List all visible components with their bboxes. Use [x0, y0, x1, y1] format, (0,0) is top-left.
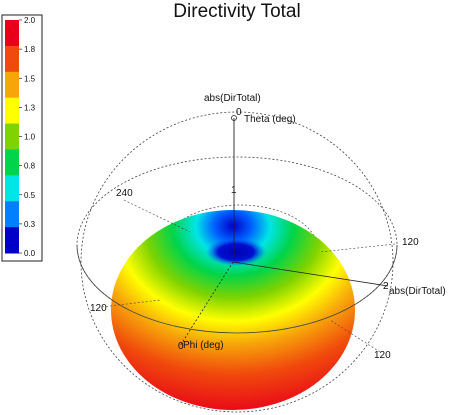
colorbar-tick-label: 1.8	[24, 45, 36, 54]
colorbar-segment	[5, 71, 19, 99]
colorbar-segment	[5, 97, 19, 125]
z-axis-label: abs(DirTotal)	[204, 93, 261, 104]
colorbar-segment	[5, 227, 19, 254]
theta-axis-label: Theta (deg)	[244, 114, 296, 125]
colorbar-tick-label: 1.5	[24, 74, 36, 83]
tick-line-2	[123, 199, 191, 233]
colorbar-tick-label: 0.5	[24, 191, 36, 200]
colorbar-segment	[5, 149, 19, 176]
angle-tick-120-bottom: 120	[374, 350, 391, 361]
colorbar: 2.0 1.8 1.5 1.3 1.0 0.8 0.5 0.3 0.0	[1, 14, 43, 262]
phi-tick-0: 0	[178, 341, 184, 352]
colorbar-tick-label: 1.0	[24, 133, 36, 142]
colorbar-tick-label: 0.3	[24, 220, 36, 229]
chart-title: Directivity Total	[173, 1, 301, 22]
outer-sphere-guide	[80, 111, 394, 413]
z-top-marker	[231, 115, 237, 121]
colorbar-tick-label: 0.8	[24, 162, 36, 171]
colorbar-tick-label: 1.3	[24, 103, 36, 112]
null-region	[206, 238, 266, 266]
pattern-surface	[111, 210, 355, 410]
angle-tick-120-left: 120	[90, 303, 107, 314]
tick-line-3	[101, 299, 161, 308]
radial-axis-label: abs(DirTotal)	[389, 286, 446, 297]
tick-line-4	[329, 319, 381, 353]
radial-axis	[232, 261, 389, 287]
colorbar-tick-label: 0.0	[24, 249, 36, 258]
z-tick-0: 0	[236, 107, 242, 118]
phi-axis	[179, 261, 234, 347]
colorbar-segment	[5, 45, 19, 73]
z-tick-1: 1	[231, 185, 237, 196]
equator-circle-near	[76, 244, 398, 334]
colorbar-segment	[5, 123, 19, 150]
colorbar-segment	[5, 20, 19, 47]
z-tick-2: 2	[383, 281, 389, 292]
colorbar-segment	[5, 201, 19, 228]
tick-line-1	[319, 243, 396, 253]
colorbar-tick-label: 2.0	[24, 16, 36, 25]
angle-tick-240: 240	[116, 188, 133, 199]
colorbar-segment	[5, 175, 19, 202]
angle-tick-120-right: 120	[402, 237, 419, 248]
phi-axis-label: Phi (deg)	[183, 340, 224, 351]
